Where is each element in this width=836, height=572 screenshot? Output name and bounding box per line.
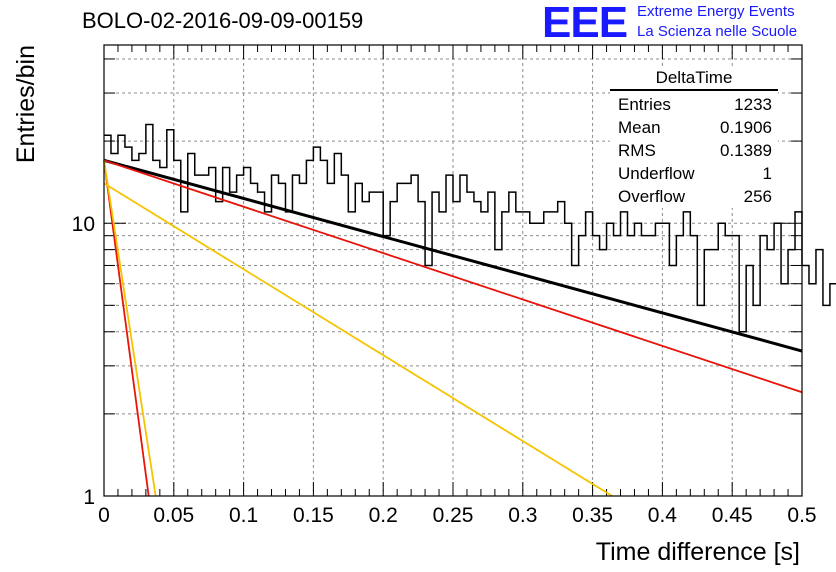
stats-row-underflow: Underflow 1	[610, 162, 778, 185]
stats-label: Overflow	[618, 187, 686, 206]
stats-label: RMS	[618, 141, 656, 160]
stats-value: 0.1906	[720, 118, 772, 137]
x-tick-label: 0.15	[293, 504, 334, 527]
x-tick-label: 0.45	[712, 504, 753, 527]
x-tick-label: 0	[98, 504, 110, 527]
x-tick-label: 0.25	[433, 504, 474, 527]
y-axis-label: Entries/bin	[12, 45, 40, 163]
stats-title: DeltaTime	[610, 68, 778, 91]
eee-logo: EEE	[542, 0, 628, 47]
stats-row-rms: RMS 0.1389	[610, 139, 778, 162]
stats-label: Entries	[618, 95, 671, 114]
y-tick-label: 1	[83, 486, 95, 509]
x-tick-label: 0.05	[153, 504, 194, 527]
stats-value: 256	[743, 187, 772, 206]
stats-row-entries: Entries 1233	[610, 93, 778, 116]
x-axis-label: Time difference [s]	[596, 538, 800, 566]
plot-frame	[103, 44, 803, 497]
chart-title: BOLO-02-2016-09-09-00159	[82, 8, 364, 33]
x-tick-label: 0.1	[229, 504, 258, 527]
x-tick-label: 0.2	[369, 504, 398, 527]
x-tick-label: 0.5	[787, 504, 816, 527]
fit-line-0	[103, 158, 803, 353]
x-tick-label: 0.35	[572, 504, 613, 527]
fit-line-2	[103, 160, 150, 497]
stats-value: 1233	[734, 95, 772, 114]
stats-rows: Entries 1233 Mean 0.1906 RMS 0.1389 Underflow 1…	[610, 93, 778, 208]
stats-box: DeltaTime Entries 1233 Mean 0.1906 RMS 0.1389…	[610, 68, 778, 208]
stats-value: 1	[762, 164, 772, 183]
fit-line-1	[103, 159, 803, 394]
fit-line-3	[103, 182, 613, 497]
stats-label: Underflow	[618, 164, 695, 183]
x-tick-label: 0.4	[648, 504, 678, 527]
stats-label: Mean	[618, 118, 661, 137]
stats-row-mean: Mean 0.1906	[610, 116, 778, 139]
fit-line-4	[103, 160, 157, 497]
logo-text-line-1: Extreme Energy Events	[637, 3, 795, 20]
x-tick-label: 0.3	[508, 504, 537, 527]
y-tick-label: 10	[72, 213, 95, 236]
logo-text-line-2: La Scienza nelle Scuole	[637, 23, 798, 40]
stats-row-overflow: Overflow 256	[610, 185, 778, 208]
stats-value: 0.1389	[720, 141, 772, 160]
